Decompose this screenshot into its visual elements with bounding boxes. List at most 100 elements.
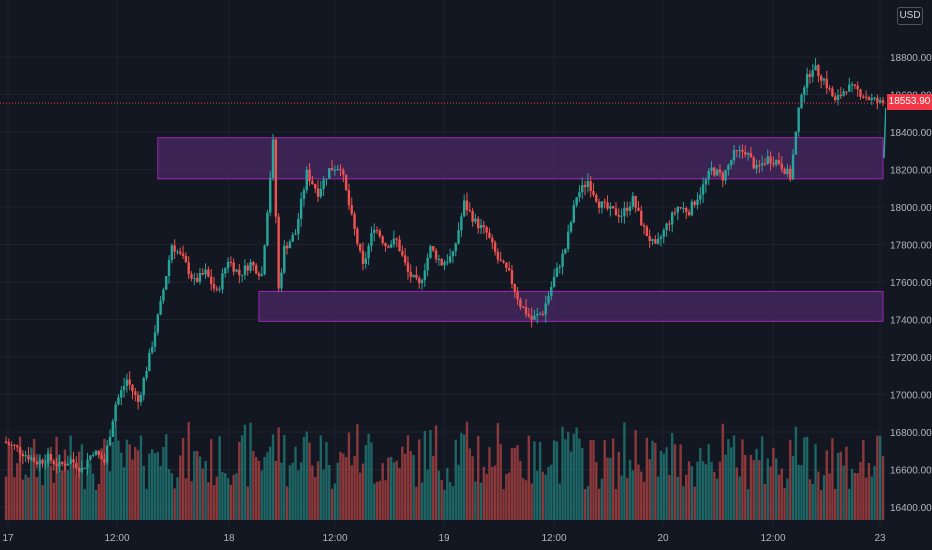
- volume-bar: [721, 423, 724, 520]
- currency-badge[interactable]: USD: [897, 7, 923, 25]
- volume-bar: [581, 447, 584, 520]
- volume-bar: [794, 426, 798, 520]
- candle-body: [519, 299, 522, 307]
- price-tick-label: 16400.00: [890, 503, 932, 514]
- candle-body: [693, 201, 696, 205]
- candle-body: [460, 216, 463, 231]
- candle-body: [727, 165, 730, 170]
- projection-line[interactable]: [883, 107, 887, 159]
- volume-bar: [319, 435, 323, 520]
- candle-body: [448, 256, 452, 263]
- candle-body: [347, 190, 351, 206]
- candle-body: [538, 313, 542, 315]
- candle-body: [358, 243, 362, 251]
- volume-bar: [595, 461, 598, 520]
- candle-body: [665, 223, 668, 231]
- candle-body: [760, 163, 764, 166]
- candle-body: [848, 84, 851, 92]
- candle-body: [774, 160, 778, 165]
- volume-bar: [654, 442, 657, 520]
- candle-body: [637, 207, 640, 211]
- volume-bar: [862, 440, 865, 520]
- volume-bar: [561, 426, 564, 520]
- candle-body: [103, 459, 106, 463]
- volume-bar: [727, 439, 730, 520]
- candle-body: [398, 239, 401, 252]
- volume-bar: [693, 486, 696, 520]
- volume-bar: [623, 422, 626, 520]
- candle-body: [803, 87, 806, 95]
- volume-bar: [876, 435, 879, 520]
- volume-bar: [471, 456, 474, 520]
- volume-bar: [772, 447, 775, 520]
- volume-bar: [401, 446, 404, 520]
- volume-bar: [803, 437, 806, 520]
- volume-bar: [530, 483, 533, 520]
- candle-body: [552, 276, 556, 287]
- volume-bar: [218, 436, 221, 520]
- candle-body: [83, 467, 86, 469]
- volume-bar: [468, 448, 471, 520]
- candle-body: [156, 314, 159, 333]
- volume-bar: [831, 438, 834, 520]
- candle-body: [395, 238, 398, 240]
- time-axis[interactable]: 17 12:00 18 12:00 19 12:00 20 12:00 23: [2, 533, 886, 544]
- volume-bar: [418, 439, 421, 520]
- volume-bar: [61, 470, 64, 520]
- candle-body: [38, 460, 41, 465]
- volume-bar: [769, 466, 772, 520]
- volume-bar: [370, 442, 373, 520]
- volume-bar: [881, 456, 885, 520]
- candle-body: [814, 65, 817, 71]
- price-tick-label: 18800.00: [890, 53, 932, 64]
- candle-body: [606, 202, 609, 209]
- volume-bar: [415, 486, 418, 520]
- candles: [4, 58, 885, 478]
- price-axis[interactable]: 16400.00 16600.00 16800.00 17000.00 17200.00…: [886, 0, 932, 550]
- volume-bar: [738, 476, 741, 520]
- volume-bar: [426, 469, 429, 520]
- candle-body: [502, 261, 505, 263]
- candle-body: [834, 96, 837, 101]
- candle-body: [266, 212, 269, 246]
- candle-body: [325, 178, 328, 180]
- volume-bar: [516, 445, 519, 520]
- candle-body: [122, 385, 126, 391]
- volume-bar: [842, 465, 845, 520]
- candle-body: [27, 455, 30, 460]
- candle-body: [111, 421, 115, 437]
- candle-body: [654, 239, 657, 244]
- candle-body: [305, 169, 308, 191]
- candle-body: [696, 199, 699, 205]
- price-tick-label: 18400.00: [890, 128, 932, 139]
- volume-bar: [299, 462, 303, 520]
- volume-bar: [538, 441, 542, 520]
- time-tick-label: 12:00: [541, 533, 566, 544]
- candle-body: [777, 160, 781, 164]
- volume-bar: [100, 448, 103, 520]
- candle-body: [645, 226, 649, 237]
- candle-body: [462, 200, 466, 217]
- candle-body: [246, 265, 249, 271]
- candle-body: [403, 255, 407, 263]
- volume-bar: [263, 456, 266, 520]
- volume-bar: [190, 481, 193, 520]
- volume-bar: [403, 453, 407, 520]
- volume-bar: [859, 461, 862, 520]
- volume-bar: [105, 455, 109, 520]
- volume-bar: [111, 441, 115, 520]
- candle-body: [291, 234, 294, 242]
- price-tick-label: 17800.00: [890, 241, 932, 252]
- volume-bar: [77, 451, 81, 520]
- candle-body: [364, 258, 367, 264]
- candle-body: [730, 160, 733, 166]
- resistance-zone[interactable]: [157, 137, 884, 180]
- volume-bar: [330, 488, 334, 520]
- candle-body: [339, 168, 342, 171]
- candle-body: [704, 179, 708, 185]
- volume-bar: [502, 489, 505, 520]
- support-zone[interactable]: [258, 290, 884, 322]
- candle-body: [477, 218, 480, 229]
- candle-body: [308, 169, 311, 182]
